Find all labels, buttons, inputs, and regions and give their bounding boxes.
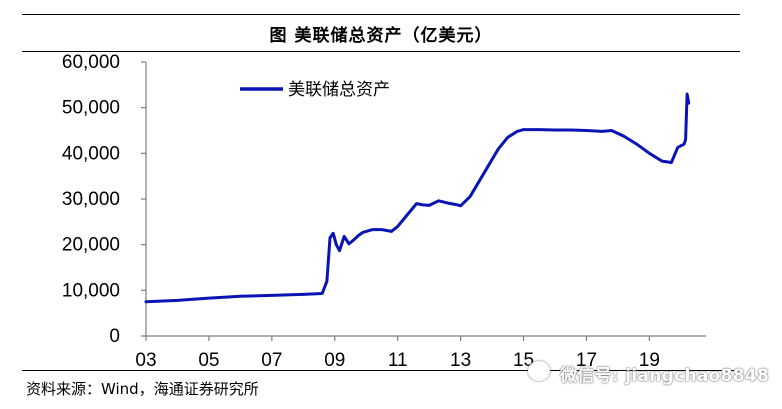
x-tick-label: 11 bbox=[388, 350, 408, 371]
y-tick-label: 50,000 bbox=[62, 98, 120, 119]
chart-title-bar: 图 美联储总资产（亿美元） bbox=[22, 14, 740, 52]
y-tick-label: 60,000 bbox=[62, 52, 120, 73]
wechat-icon bbox=[528, 361, 550, 381]
y-tick-label: 40,000 bbox=[62, 143, 120, 164]
x-tick-label: 07 bbox=[261, 350, 282, 371]
x-tick-label: 19 bbox=[639, 350, 660, 371]
series-line bbox=[144, 92, 691, 304]
watermark-text: 微信号: jiangchao8848 bbox=[560, 366, 770, 386]
y-tick-label: 0 bbox=[109, 326, 120, 347]
x-axis-tick-labels: 03 05 07 09 11 13 15 17 19 bbox=[135, 350, 660, 371]
x-tick-label: 17 bbox=[576, 350, 597, 371]
y-tick-label: 20,000 bbox=[62, 235, 120, 256]
y-tick-label: 10,000 bbox=[62, 280, 120, 301]
footer-divider bbox=[22, 370, 740, 371]
x-tick-label: 03 bbox=[135, 350, 156, 371]
chart-legend: 美联储总资产 bbox=[240, 80, 390, 100]
chart-axes bbox=[141, 61, 706, 341]
y-tick-label: 30,000 bbox=[62, 189, 120, 210]
x-tick-label: 05 bbox=[198, 350, 219, 371]
chart-series bbox=[144, 92, 691, 304]
source-note: 资料来源：Wind，海通证券研究所 bbox=[26, 380, 259, 398]
x-tick-label: 09 bbox=[324, 350, 345, 371]
legend-label: 美联储总资产 bbox=[288, 80, 390, 100]
chart-title: 图 美联储总资产（亿美元） bbox=[269, 25, 493, 46]
y-axis-tick-labels: 0 10,000 20,000 30,000 40,000 50,000 60,000 bbox=[62, 52, 120, 347]
x-tick-label: 13 bbox=[450, 350, 471, 371]
